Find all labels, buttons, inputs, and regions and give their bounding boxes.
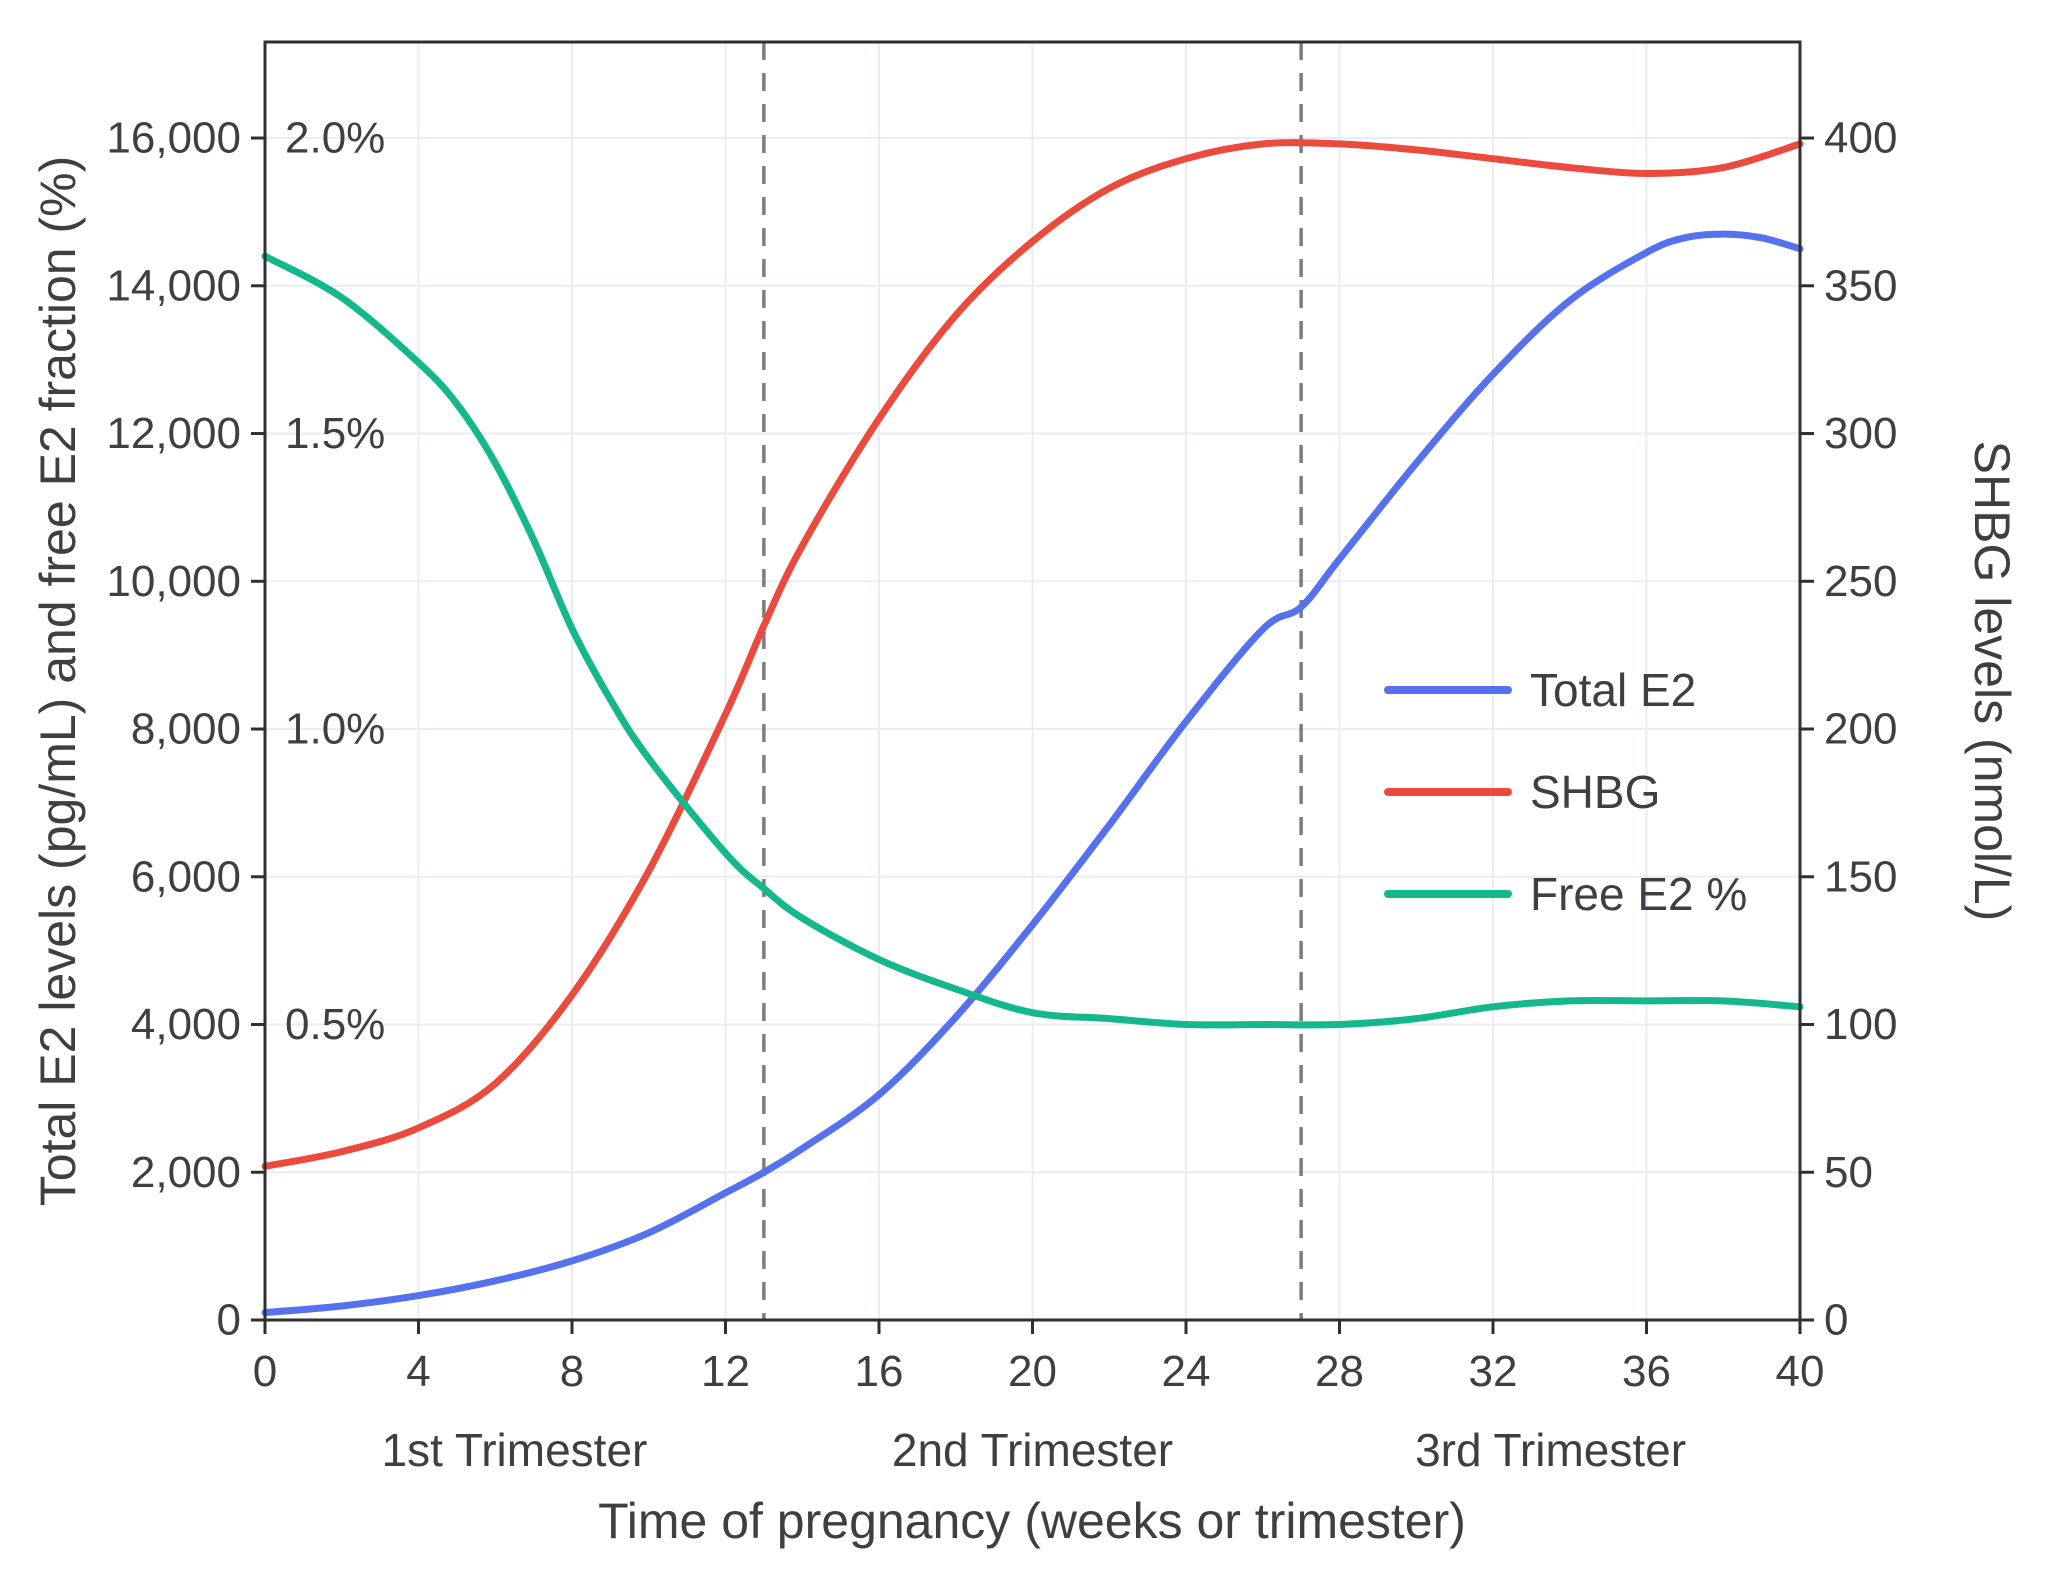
series-line-shbg: [261, 139, 1804, 1170]
right-axis-tick-label: 250: [1824, 557, 1897, 606]
left-axis-tick-label: 0: [217, 1296, 241, 1345]
x-axis-tick-label: 8: [560, 1347, 584, 1396]
x-axis-tick-label: 4: [406, 1347, 430, 1396]
x-axis-tick-label: 28: [1315, 1347, 1364, 1396]
left-axis-tick-label: 16,000: [106, 114, 241, 163]
series-line-free_e2_pct: [261, 252, 1804, 1029]
percent-scale-label: 0.5%: [285, 1000, 385, 1049]
x-axis-tick-label: 0: [253, 1347, 277, 1396]
right-axis-tick-label: 150: [1824, 852, 1897, 901]
percent-scale-label: 2.0%: [285, 114, 385, 163]
legend-label-shbg: SHBG: [1530, 766, 1660, 818]
right-axis-tick-label: 400: [1824, 114, 1897, 163]
right-axis-tick-label: 300: [1824, 409, 1897, 458]
left-axis-tick-label: 12,000: [106, 409, 241, 458]
right-axis-tick-label: 350: [1824, 261, 1897, 310]
left-axis-tick-label: 4,000: [131, 1000, 241, 1049]
trimester-label: 2nd Trimester: [892, 1424, 1173, 1476]
x-axis-tick-label: 24: [1162, 1347, 1211, 1396]
right-axis-title: SHBG levels (nmol/L): [1964, 440, 2020, 922]
x-axis-tick-label: 36: [1622, 1347, 1671, 1396]
right-axis-tick-label: 50: [1824, 1148, 1873, 1197]
percent-scale-label: 1.5%: [285, 409, 385, 458]
trimester-label: 3rd Trimester: [1415, 1424, 1686, 1476]
right-axis-tick-label: 100: [1824, 1000, 1897, 1049]
x-axis-tick-label: 16: [855, 1347, 904, 1396]
trimester-label: 1st Trimester: [382, 1424, 648, 1476]
left-axis-tick-label: 10,000: [106, 557, 241, 606]
left-axis-tick-label: 8,000: [131, 705, 241, 754]
left-axis-tick-label: 14,000: [106, 261, 241, 310]
x-axis-tick-label: 20: [1008, 1347, 1057, 1396]
x-axis-tick-label: 12: [701, 1347, 750, 1396]
percent-scale-label: 1.0%: [285, 705, 385, 754]
left-axis-title: Total E2 levels (pg/mL) and free E2 frac…: [30, 155, 86, 1207]
legend-label-total_e2: Total E2: [1530, 664, 1696, 716]
left-axis-tick-label: 6,000: [131, 852, 241, 901]
x-axis-title: Time of pregnancy (weeks or trimester): [598, 1493, 1466, 1549]
x-axis-tick-label: 40: [1776, 1347, 1825, 1396]
legend-label-free_e2_pct: Free E2 %: [1530, 868, 1747, 920]
x-axis-tick-label: 32: [1469, 1347, 1518, 1396]
left-axis-tick-label: 2,000: [131, 1148, 241, 1197]
right-axis-tick-label: 200: [1824, 705, 1897, 754]
right-axis-tick-label: 0: [1824, 1296, 1848, 1345]
series-line-total_e2: [261, 230, 1804, 1317]
